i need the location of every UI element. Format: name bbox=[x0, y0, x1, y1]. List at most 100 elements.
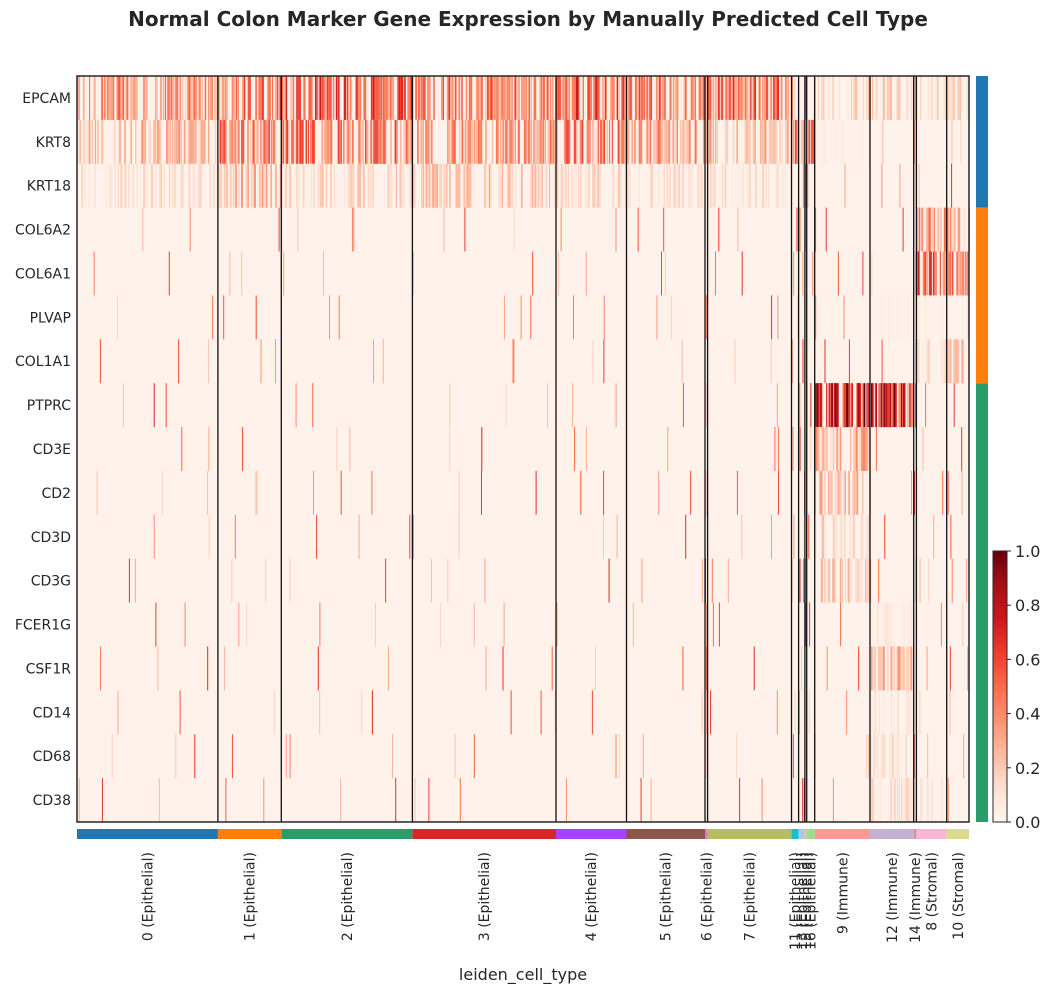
heatmap-cell bbox=[957, 76, 960, 120]
heatmap-cell bbox=[805, 76, 807, 120]
heatmap-cell bbox=[308, 76, 310, 120]
heatmap-cell bbox=[245, 163, 248, 208]
heatmap-cell bbox=[403, 119, 406, 164]
heatmap-cell bbox=[815, 295, 817, 340]
heatmap-cell bbox=[473, 119, 476, 164]
heatmap-cell bbox=[233, 119, 236, 164]
heatmap-cell bbox=[712, 76, 715, 120]
heatmap-cell bbox=[910, 383, 913, 428]
heatmap-cell bbox=[112, 76, 114, 120]
heatmap-cell bbox=[827, 76, 830, 120]
heatmap-cell bbox=[465, 76, 468, 120]
heatmap-cell bbox=[107, 76, 109, 120]
heatmap-cell bbox=[753, 646, 755, 691]
heatmap-cell bbox=[260, 76, 263, 120]
heatmap-cell bbox=[422, 119, 424, 164]
heatmap-cell bbox=[895, 383, 897, 428]
heatmap-cell bbox=[950, 76, 952, 120]
heatmap-cell bbox=[685, 76, 687, 120]
heatmap-cell bbox=[752, 76, 755, 120]
heatmap-cell bbox=[762, 76, 764, 120]
heatmap-cell bbox=[392, 734, 394, 779]
heatmap-cell bbox=[489, 76, 492, 120]
heatmap-cell bbox=[304, 76, 306, 120]
heatmap-cell bbox=[532, 251, 534, 296]
heatmap-cell bbox=[459, 778, 461, 822]
heatmap-cell bbox=[586, 119, 588, 164]
heatmap-cell bbox=[359, 163, 361, 208]
heatmap-cell bbox=[434, 163, 436, 208]
heatmap-cell bbox=[469, 119, 471, 164]
cell-group-label: 5 (Epithelial) bbox=[659, 852, 675, 941]
heatmap-cell bbox=[143, 163, 146, 208]
heatmap-cell bbox=[241, 251, 243, 296]
heatmap-cell bbox=[520, 295, 522, 340]
cell-group-label: 15 (Epithelial) bbox=[799, 852, 815, 950]
heatmap-cell bbox=[521, 163, 523, 208]
heatmap-cell bbox=[909, 778, 912, 822]
heatmap-cell bbox=[734, 76, 736, 120]
heatmap-cell bbox=[428, 778, 430, 822]
heatmap-cell bbox=[198, 119, 200, 164]
heatmap-cell bbox=[549, 119, 552, 164]
heatmap-cell bbox=[443, 207, 445, 252]
heatmap-cell bbox=[242, 427, 244, 471]
heatmap-cell bbox=[944, 76, 947, 120]
heatmap-cell bbox=[656, 76, 657, 120]
x-axis-label: leiden_cell_type bbox=[459, 965, 587, 985]
heatmap-cell bbox=[616, 514, 618, 559]
heatmap-cell bbox=[778, 470, 779, 515]
heatmap-cell bbox=[848, 339, 850, 384]
heatmap-cell bbox=[208, 427, 210, 471]
heatmap-cell bbox=[966, 76, 969, 120]
heatmap-cell bbox=[135, 76, 138, 120]
heatmap-cell bbox=[889, 778, 892, 822]
heatmap-cell bbox=[326, 119, 329, 164]
heatmap-cell bbox=[573, 163, 575, 208]
heatmap-cell bbox=[641, 558, 643, 603]
heatmap-cell bbox=[494, 76, 497, 120]
heatmap-cell bbox=[890, 734, 893, 779]
heatmap-cell bbox=[598, 163, 599, 208]
heatmap-cell bbox=[771, 295, 773, 340]
heatmap-cell bbox=[920, 778, 922, 822]
heatmap-cell bbox=[771, 514, 772, 559]
gene-label: PTPRC bbox=[27, 398, 71, 414]
heatmap-cell bbox=[676, 163, 678, 208]
heatmap-cell bbox=[364, 76, 367, 120]
heatmap-cell bbox=[540, 119, 542, 164]
heatmap-cell bbox=[470, 76, 473, 120]
heatmap-cell bbox=[611, 119, 613, 164]
heatmap-cell bbox=[124, 119, 127, 164]
heatmap-cell bbox=[343, 163, 345, 208]
heatmap-cell bbox=[898, 295, 900, 340]
heatmap-cell bbox=[885, 734, 886, 779]
heatmap-cell bbox=[390, 119, 392, 164]
heatmap-cell bbox=[91, 119, 93, 164]
heatmap-cell bbox=[382, 339, 384, 384]
heatmap-cell bbox=[278, 207, 280, 252]
heatmap-cell bbox=[682, 383, 684, 428]
heatmap-cell bbox=[207, 339, 209, 384]
heatmap-cell bbox=[501, 163, 503, 208]
heatmap-cell bbox=[828, 119, 831, 164]
heatmap-cell bbox=[761, 119, 763, 164]
heatmap-cell bbox=[942, 339, 945, 384]
heatmap-cell bbox=[199, 76, 201, 120]
heatmap-cell bbox=[175, 734, 177, 779]
heatmap-cell bbox=[398, 76, 401, 120]
heatmap-cell bbox=[958, 251, 960, 296]
heatmap-cell bbox=[821, 119, 823, 164]
heatmap-cell bbox=[835, 119, 836, 164]
heatmap-cell bbox=[729, 76, 731, 120]
heatmap-cell bbox=[328, 76, 330, 120]
heatmap-cell bbox=[966, 251, 969, 296]
heatmap-cell bbox=[794, 690, 796, 735]
heatmap-cell bbox=[279, 163, 282, 208]
heatmap-cell bbox=[849, 383, 851, 428]
heatmap-cell bbox=[544, 119, 546, 164]
heatmap-cell bbox=[661, 251, 662, 296]
heatmap-cell bbox=[846, 383, 849, 428]
heatmap-cell bbox=[702, 558, 703, 603]
heatmap-cell bbox=[849, 558, 851, 603]
